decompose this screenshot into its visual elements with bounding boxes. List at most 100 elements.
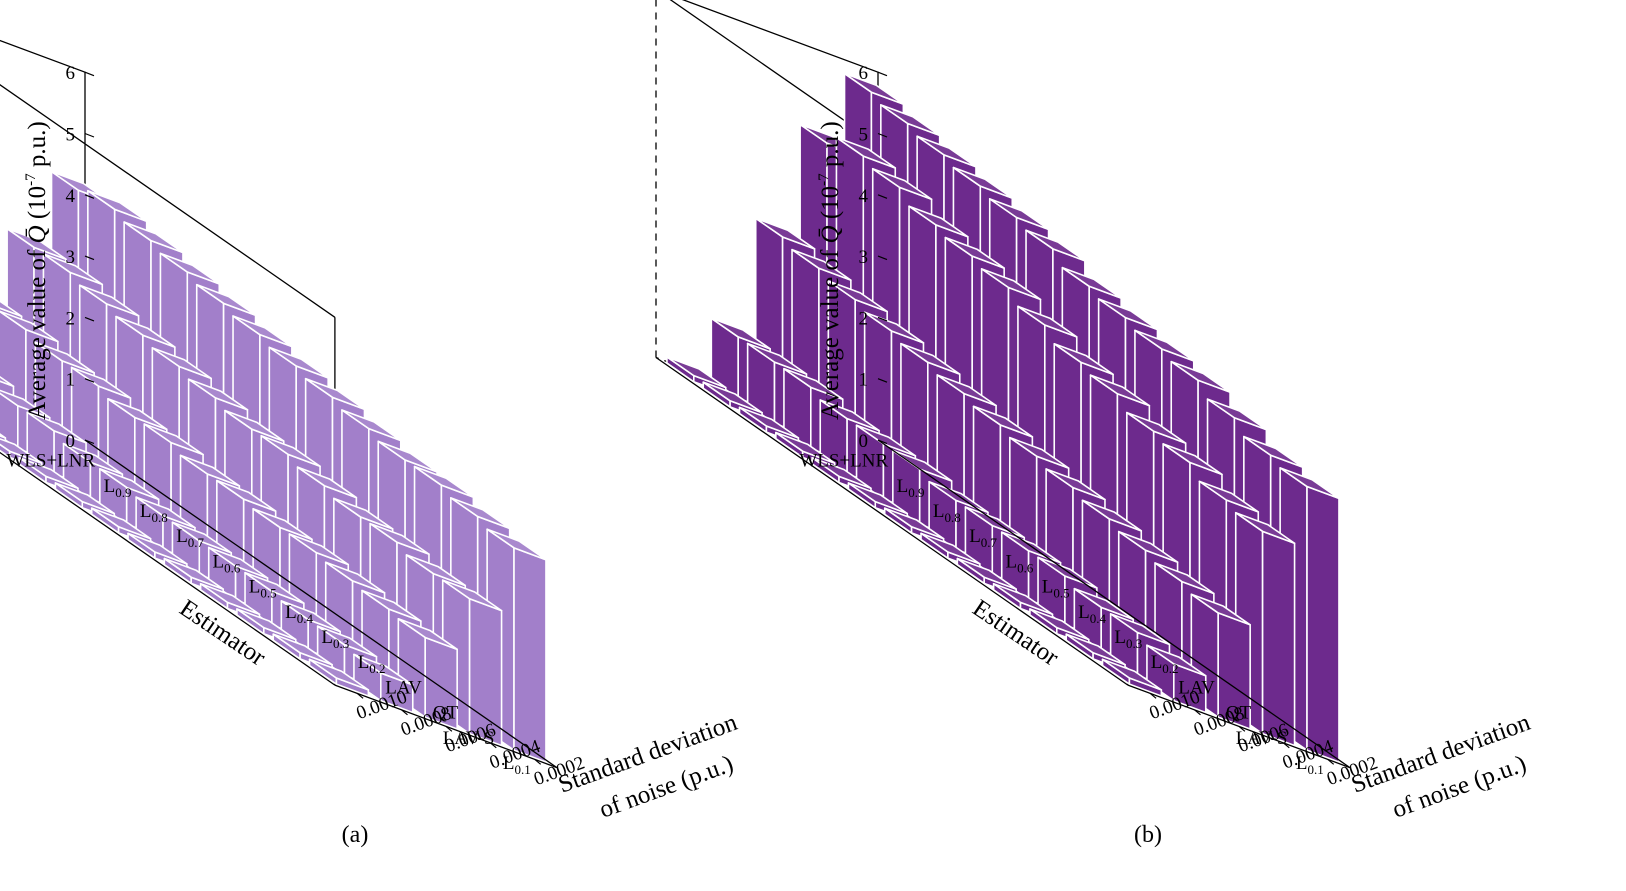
- bar-top-face: [123, 221, 184, 254]
- estimator-subscript: 0.4: [297, 611, 314, 626]
- bar-top-face: [0, 438, 43, 464]
- bar-top-face: [486, 528, 547, 561]
- estimator-name: LAV-S: [443, 728, 495, 749]
- bar-top-face: [956, 557, 1017, 590]
- bar-top-face: [791, 248, 852, 281]
- z-label-exponent: -7: [23, 173, 39, 186]
- bar-top-face: [450, 497, 511, 530]
- estimator-tick-label: WLS+LNR: [799, 451, 888, 472]
- bar-top-face: [199, 582, 261, 616]
- z-tick-mark: [877, 378, 888, 383]
- bar: [1101, 658, 1163, 697]
- bar-top-face: [1234, 511, 1296, 545]
- estimator-tick-label: L0.2: [358, 652, 386, 676]
- z-label-exponent: -7: [816, 173, 832, 186]
- noise-tick-mark: [445, 725, 453, 732]
- bar-top-face: [268, 346, 329, 379]
- bar-top-face: [333, 497, 394, 530]
- noise-tick-mark: [1238, 725, 1246, 732]
- bar-top-face: [738, 406, 800, 439]
- panel-caption: (a): [342, 822, 369, 848]
- bar-top-face: [1017, 305, 1078, 338]
- z-tick-mark: [877, 316, 888, 322]
- estimator-tick-label: L0.9: [104, 476, 132, 500]
- estimator-tick-label: L0.8: [140, 501, 168, 525]
- bar-top-face: [1134, 329, 1195, 362]
- bar-top-face: [151, 347, 212, 380]
- z-tick-label: 5: [66, 125, 76, 146]
- z-tick-mark: [877, 255, 888, 261]
- z-label-unit-tail: p.u.): [817, 121, 844, 173]
- bar-top-face: [135, 496, 196, 529]
- noise-tick-mark: [1327, 758, 1335, 765]
- z-axis-label: Average value of Q̄ (10-7 p.u.): [23, 121, 51, 420]
- z-tick-label: 6: [66, 63, 76, 84]
- estimator-name: L: [969, 526, 981, 547]
- noise-tick-mark: [1194, 709, 1201, 716]
- bar-top-face: [252, 508, 313, 541]
- estimator-name: LAV-S: [1236, 728, 1288, 749]
- bar: [272, 633, 333, 672]
- estimator-subscript: 0.7: [188, 535, 205, 550]
- bar-top-face: [99, 468, 160, 501]
- estimator-tick-label: LAV-S: [1236, 728, 1288, 749]
- bar-top-face: [1081, 499, 1143, 532]
- estimator-subscript: 0.9: [115, 485, 131, 500]
- bar-top-face: [195, 283, 257, 317]
- estimator-subscript: 0.1: [515, 762, 531, 777]
- z-tick-label: 4: [859, 186, 869, 207]
- bar: [397, 617, 458, 730]
- estimator-name: L: [104, 476, 116, 497]
- bar-top-face: [847, 482, 909, 515]
- bar-top-face: [1154, 562, 1215, 595]
- estimator-name: L: [933, 501, 945, 522]
- estimator-subscript: 0.5: [1053, 586, 1069, 601]
- estimator-name: L: [285, 602, 297, 623]
- bar-top-face: [0, 310, 59, 343]
- bar-top-face: [988, 198, 1050, 231]
- bar-top-face: [900, 342, 961, 375]
- estimator-subscript: 0.8: [152, 510, 168, 525]
- bar-top-face: [992, 582, 1054, 616]
- bar-top-face: [1101, 658, 1163, 691]
- z-tick-label: 2: [66, 308, 76, 329]
- bar-top-face: [159, 252, 221, 285]
- z-tick-label: 1: [66, 370, 76, 391]
- estimator-tick-label: L0.8: [933, 501, 961, 525]
- bar-top-face: [972, 405, 1034, 438]
- bar-top-face: [1146, 644, 1207, 677]
- bar-top-face: [811, 456, 872, 490]
- bar-top-face: [1089, 374, 1151, 407]
- z-tick-mark: [84, 132, 95, 138]
- estimator-subscript: 0.3: [333, 636, 349, 651]
- bar-top-face: [288, 533, 350, 566]
- estimator-name: L: [1078, 602, 1090, 623]
- bar-top-face: [783, 367, 844, 401]
- bar-top-face: [754, 217, 816, 250]
- bar-top-face: [1053, 342, 1114, 376]
- noise-tick-mark: [356, 692, 364, 699]
- bar-top-face: [1170, 360, 1231, 393]
- bar-top-face: [1198, 480, 1260, 513]
- bar-top-face: [920, 532, 981, 565]
- estimator-subscript: 0.9: [908, 485, 924, 500]
- z-label-unit: (10: [817, 186, 844, 226]
- panel-caption: (b): [1134, 822, 1162, 848]
- estimator-axis-line: [84, 439, 558, 769]
- bar-top-face: [179, 454, 241, 487]
- bar-top-face: [702, 381, 763, 414]
- bar-top-face: [143, 423, 204, 456]
- estimator-tick-label: L0.6: [212, 551, 240, 575]
- bar: [308, 658, 370, 697]
- bar-top-face: [87, 189, 148, 223]
- bar-top-face: [916, 135, 977, 168]
- bar-front-face: [1306, 485, 1340, 763]
- estimator-tick-label: L0.4: [285, 602, 313, 626]
- estimator-tick-label: L0.2: [1151, 652, 1179, 676]
- bar-top-face: [0, 375, 15, 388]
- bar-top-face: [171, 521, 233, 554]
- bar-top-face: [883, 507, 945, 540]
- bar-top-face: [1109, 613, 1171, 646]
- bar-top-face: [1190, 593, 1251, 626]
- z-label-prefix: Average value of: [24, 243, 51, 420]
